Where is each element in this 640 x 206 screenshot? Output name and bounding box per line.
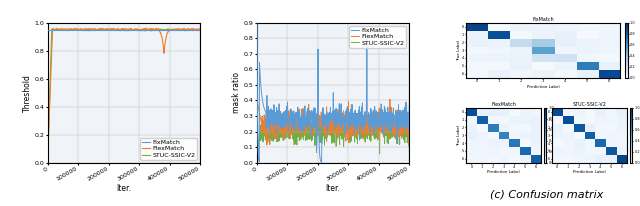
STUC-SSIC-V2 <box>196 28 204 31</box>
FixMatch <box>44 28 52 31</box>
STUC-SSIC-V2 <box>406 138 413 140</box>
STUC-SSIC-V2 <box>346 127 353 129</box>
Y-axis label: True Label: True Label <box>456 125 461 146</box>
X-axis label: Iter.: Iter. <box>116 184 132 193</box>
X-axis label: Iter.: Iter. <box>326 184 340 193</box>
X-axis label: Prediction Label: Prediction Label <box>487 170 520 174</box>
FlexMatch <box>142 27 150 29</box>
Legend: FixMatch, FlexMatch, STUC-SSIC-V2: FixMatch, FlexMatch, STUC-SSIC-V2 <box>349 26 406 48</box>
STUC-SSIC-V2 <box>351 129 358 131</box>
FixMatch <box>262 120 270 123</box>
FixMatch <box>406 105 413 107</box>
Title: STUC-SSIC-V2: STUC-SSIC-V2 <box>573 102 606 107</box>
STUC-SSIC-V2 <box>369 127 376 129</box>
STUC-SSIC-V2 <box>113 28 121 30</box>
Title: FlexMatch: FlexMatch <box>491 102 516 107</box>
X-axis label: Prediction Label: Prediction Label <box>527 85 559 89</box>
FlexMatch <box>346 131 353 133</box>
STUC-SSIC-V2 <box>52 27 60 30</box>
FlexMatch <box>83 29 91 31</box>
STUC-SSIC-V2 <box>253 162 261 164</box>
FixMatch <box>71 28 79 31</box>
FlexMatch <box>406 125 413 128</box>
FlexMatch <box>146 28 154 31</box>
STUC-SSIC-V2 <box>84 29 92 32</box>
STUC-SSIC-V2 <box>342 140 349 142</box>
STUC-SSIC-V2 <box>134 28 142 31</box>
Line: STUC-SSIC-V2: STUC-SSIC-V2 <box>257 114 410 163</box>
FixMatch <box>146 28 154 31</box>
FixMatch <box>369 114 376 116</box>
FixMatch <box>113 28 121 31</box>
STUC-SSIC-V2 <box>72 29 79 31</box>
FixMatch <box>83 28 91 31</box>
FlexMatch <box>134 28 141 31</box>
FlexMatch <box>385 128 392 130</box>
X-axis label: Prediction Label: Prediction Label <box>573 170 606 174</box>
FixMatch <box>253 21 261 24</box>
Y-axis label: True Label: True Label <box>456 40 461 61</box>
FlexMatch <box>253 138 261 141</box>
FixMatch <box>196 28 204 31</box>
FlexMatch <box>262 118 270 121</box>
STUC-SSIC-V2 <box>262 124 270 126</box>
FlexMatch <box>71 29 79 32</box>
Title: FixMatch: FixMatch <box>532 16 554 22</box>
FixMatch <box>346 123 353 125</box>
FlexMatch <box>44 148 52 150</box>
STUC-SSIC-V2 <box>146 28 154 30</box>
STUC-SSIC-V2 <box>327 113 335 115</box>
FlexMatch <box>263 144 271 146</box>
FlexMatch <box>386 98 394 101</box>
FlexMatch <box>369 120 376 122</box>
Y-axis label: Threshold: Threshold <box>23 74 32 112</box>
Text: (c) Confusion matrix: (c) Confusion matrix <box>490 190 604 200</box>
FlexMatch <box>113 29 121 31</box>
FixMatch <box>134 28 141 31</box>
Y-axis label: mask ratio: mask ratio <box>232 72 241 113</box>
FixMatch <box>385 117 392 119</box>
FlexMatch <box>342 121 349 123</box>
FlexMatch <box>196 28 204 30</box>
STUC-SSIC-V2 <box>159 29 167 31</box>
STUC-SSIC-V2 <box>385 132 392 135</box>
Line: FlexMatch: FlexMatch <box>48 28 200 149</box>
FlexMatch <box>351 127 358 130</box>
FixMatch <box>351 132 358 135</box>
FixMatch <box>342 123 349 125</box>
STUC-SSIC-V2 <box>44 147 52 149</box>
Legend: FixMatch, FlexMatch, STUC-SSIC-V2: FixMatch, FlexMatch, STUC-SSIC-V2 <box>140 138 197 160</box>
FixMatch <box>318 161 326 164</box>
FlexMatch <box>159 42 167 44</box>
FixMatch <box>159 28 166 31</box>
Line: STUC-SSIC-V2: STUC-SSIC-V2 <box>48 28 200 148</box>
Line: FlexMatch: FlexMatch <box>257 99 410 145</box>
Line: FixMatch: FixMatch <box>257 23 410 162</box>
